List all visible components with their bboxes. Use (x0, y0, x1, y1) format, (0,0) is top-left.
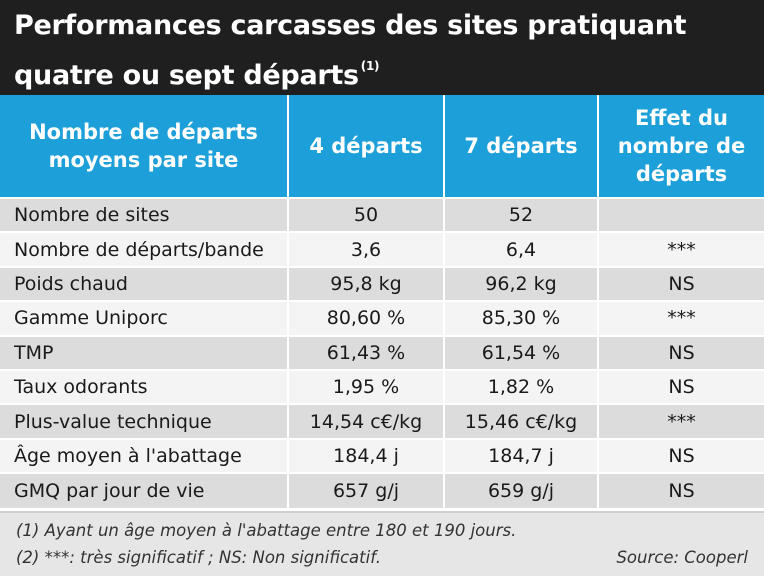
performance-table: Nombre de départs moyens par site 4 dépa… (0, 95, 764, 508)
value-4-departs: 1,95 % (287, 368, 444, 405)
footnote-2: (2) ***: très significatif ; NS: Non sig… (16, 548, 381, 567)
page-title: Performances carcasses des sites pratiqu… (0, 0, 764, 95)
value-7-departs: 184,7 j (443, 437, 598, 474)
value-4-departs: 50 (287, 196, 444, 233)
footnote-row-2: (2) ***: très significatif ; NS: Non sig… (16, 544, 748, 571)
effect-value: *** (597, 403, 764, 439)
table-row: Nombre de départs/bande 3,6 6,4 *** (0, 231, 764, 267)
row-label: Nombre de sites (0, 196, 288, 233)
title-text: Performances carcasses des sites pratiqu… (14, 10, 687, 91)
value-7-departs: 1,82 % (443, 368, 598, 405)
value-7-departs: 659 g/j (443, 472, 598, 508)
value-7-departs: 6,4 (443, 231, 598, 267)
value-7-departs: 52 (443, 196, 598, 233)
table-body: Nombre de sites 50 52 Nombre de départs/… (0, 196, 764, 508)
row-label: Gamme Uniporc (0, 300, 288, 336)
row-label: Taux odorants (0, 368, 288, 405)
header-cell: Nombre de départs moyens par site (0, 95, 288, 198)
value-4-departs: 657 g/j (287, 472, 444, 508)
row-label: GMQ par jour de vie (0, 472, 288, 508)
row-label: Nombre de départs/bande (0, 231, 288, 267)
table-header: Nombre de départs moyens par site 4 dépa… (0, 95, 764, 198)
effect-value: *** (597, 300, 764, 336)
header-cell: Effet du nombre de départs (597, 95, 764, 198)
value-4-departs: 3,6 (287, 231, 444, 267)
table-row: GMQ par jour de vie 657 g/j 659 g/j NS (0, 472, 764, 508)
effect-value: NS (597, 334, 764, 370)
value-7-departs: 61,54 % (443, 334, 598, 370)
table-row: Nombre de sites 50 52 (0, 196, 764, 233)
footnote-1: (1) Ayant un âge moyen à l'abattage entr… (16, 521, 517, 540)
row-label: Plus-value technique (0, 403, 288, 439)
header-cell: 4 départs (287, 95, 444, 198)
row-label: Âge moyen à l'abattage (0, 437, 288, 474)
footnotes: (1) Ayant un âge moyen à l'abattage entr… (0, 511, 764, 576)
value-7-departs: 15,46 c€/kg (443, 403, 598, 439)
value-4-departs: 184,4 j (287, 437, 444, 474)
row-label: Poids chaud (0, 265, 288, 302)
effect-value: NS (597, 472, 764, 508)
table-row: Plus-value technique 14,54 c€/kg 15,46 c… (0, 403, 764, 439)
table-row: Gamme Uniporc 80,60 % 85,30 % *** (0, 300, 764, 336)
row-label: TMP (0, 334, 288, 370)
value-4-departs: 95,8 kg (287, 265, 444, 302)
source-credit: Source: Cooperl (616, 548, 748, 567)
effect-value: *** (597, 231, 764, 267)
value-4-departs: 61,43 % (287, 334, 444, 370)
table-row: TMP 61,43 % 61,54 % NS (0, 334, 764, 370)
effect-value: NS (597, 437, 764, 474)
title-footnote-ref: (1) (360, 59, 380, 73)
effect-value: NS (597, 265, 764, 302)
table-row: Taux odorants 1,95 % 1,82 % NS (0, 368, 764, 405)
table-row: Âge moyen à l'abattage 184,4 j 184,7 j N… (0, 437, 764, 474)
effect-value: NS (597, 368, 764, 405)
header-cell: 7 départs (443, 95, 598, 198)
value-7-departs: 96,2 kg (443, 265, 598, 302)
table-row: Poids chaud 95,8 kg 96,2 kg NS (0, 265, 764, 302)
value-7-departs: 85,30 % (443, 300, 598, 336)
value-4-departs: 80,60 % (287, 300, 444, 336)
value-4-departs: 14,54 c€/kg (287, 403, 444, 439)
effect-value (597, 196, 764, 233)
